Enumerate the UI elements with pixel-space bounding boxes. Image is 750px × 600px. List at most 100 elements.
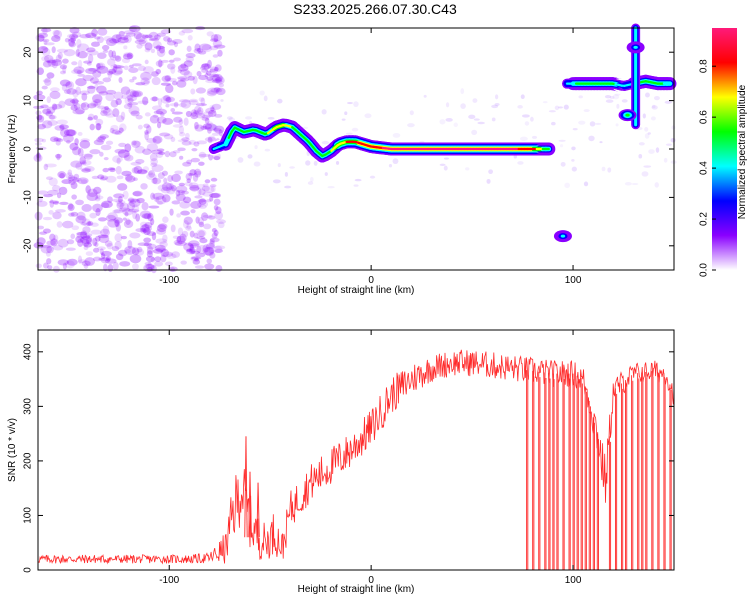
noise-speckle xyxy=(97,105,106,109)
noise-speckle xyxy=(132,91,142,97)
noise-speckle xyxy=(142,148,152,155)
noise-speckle xyxy=(162,117,174,125)
noise-speckle xyxy=(521,114,530,118)
noise-speckle xyxy=(102,49,109,53)
noise-speckle xyxy=(614,93,621,96)
noise-speckle xyxy=(93,139,104,146)
noise-speckle xyxy=(94,36,101,40)
noise-speckle xyxy=(58,100,66,109)
noise-speckle xyxy=(37,225,45,230)
noise-speckle xyxy=(127,102,133,108)
noise-speckle xyxy=(75,78,87,87)
noise-speckle xyxy=(77,238,84,247)
noise-speckle xyxy=(133,177,138,182)
noise-speckle xyxy=(205,70,212,76)
noise-speckle xyxy=(35,142,43,146)
noise-speckle xyxy=(171,173,181,183)
noise-speckle xyxy=(102,107,113,116)
noise-speckle xyxy=(125,32,136,37)
y-tick-label: -10 xyxy=(23,190,34,205)
noise-speckle xyxy=(202,111,214,118)
noise-speckle xyxy=(84,165,95,172)
noise-speckle xyxy=(259,90,265,96)
noise-speckle xyxy=(207,87,219,95)
noise-speckle xyxy=(76,211,86,221)
noise-speckle xyxy=(89,77,99,84)
noise-speckle xyxy=(654,182,659,188)
noise-speckle xyxy=(218,129,223,137)
noise-speckle xyxy=(559,144,564,148)
noise-speckle xyxy=(181,28,194,34)
noise-speckle xyxy=(75,86,82,96)
noise-speckle xyxy=(68,202,74,210)
noise-speckle xyxy=(128,102,139,106)
noise-speckle xyxy=(92,70,102,78)
noise-speckle xyxy=(99,248,104,255)
noise-speckle xyxy=(173,239,183,246)
noise-speckle xyxy=(80,103,87,108)
noise-speckle xyxy=(167,63,176,70)
noise-speckle xyxy=(65,81,73,88)
noise-speckle xyxy=(116,175,124,180)
noise-speckle xyxy=(206,31,214,37)
noise-speckle xyxy=(203,201,209,207)
noise-speckle xyxy=(100,256,111,264)
snr-spike xyxy=(249,471,252,538)
noise-speckle xyxy=(204,117,210,124)
noise-speckle xyxy=(62,65,67,74)
noise-speckle xyxy=(445,102,450,108)
noise-speckle xyxy=(204,179,211,184)
noise-speckle xyxy=(190,88,196,95)
noise-speckle xyxy=(210,38,219,42)
noise-speckle xyxy=(193,168,202,178)
colorbar-gradient xyxy=(712,28,737,270)
noise-speckle xyxy=(70,35,76,44)
noise-speckle xyxy=(59,79,71,87)
noise-speckle xyxy=(166,40,177,46)
noise-speckle xyxy=(110,99,119,108)
noise-speckle xyxy=(41,138,46,143)
noise-speckle xyxy=(109,127,115,134)
noise-speckle xyxy=(202,244,211,253)
noise-speckle xyxy=(201,44,213,53)
noise-speckle xyxy=(445,117,453,122)
noise-speckle xyxy=(164,150,171,158)
noise-speckle xyxy=(70,233,76,239)
noise-speckle xyxy=(81,161,87,165)
noise-speckle xyxy=(650,116,656,121)
noise-speckle xyxy=(165,253,177,259)
noise-speckle xyxy=(46,176,53,181)
noise-speckle xyxy=(70,211,79,217)
noise-speckle xyxy=(108,68,117,74)
noise-speckle xyxy=(589,121,596,127)
noise-speckle xyxy=(64,37,70,43)
noise-speckle xyxy=(57,259,69,266)
noise-speckle xyxy=(157,200,163,205)
noise-speckle xyxy=(119,207,131,213)
noise-speckle xyxy=(198,153,210,158)
noise-speckle xyxy=(65,172,73,180)
spectral-blob xyxy=(633,45,638,49)
noise-speckle xyxy=(195,216,200,224)
noise-speckle xyxy=(89,123,95,131)
x-tick-label: -100 xyxy=(159,275,179,286)
noise-speckle xyxy=(98,257,110,261)
noise-speckle xyxy=(607,167,612,173)
noise-speckle xyxy=(195,252,206,258)
noise-speckle xyxy=(517,161,524,165)
noise-speckle xyxy=(158,59,163,68)
noise-speckle xyxy=(114,130,122,135)
noise-speckle xyxy=(92,256,102,262)
noise-speckle xyxy=(548,110,556,113)
noise-speckle xyxy=(69,26,80,34)
noise-speckle xyxy=(137,242,150,246)
noise-speckle xyxy=(209,238,215,245)
noise-speckle xyxy=(105,255,111,262)
noise-speckle xyxy=(609,95,615,99)
noise-speckle xyxy=(183,242,194,251)
noise-speckle xyxy=(84,257,96,266)
noise-speckle xyxy=(53,137,62,142)
noise-speckle xyxy=(49,233,56,241)
noise-speckle xyxy=(615,123,619,127)
noise-speckle xyxy=(148,205,160,209)
